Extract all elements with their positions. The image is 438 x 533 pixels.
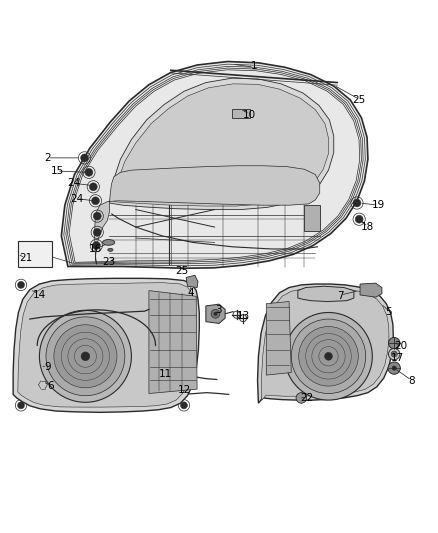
Text: 16: 16 bbox=[89, 244, 102, 254]
Circle shape bbox=[296, 393, 307, 403]
Circle shape bbox=[92, 241, 100, 249]
Circle shape bbox=[388, 362, 400, 374]
Text: 20: 20 bbox=[395, 341, 408, 351]
Text: 18: 18 bbox=[361, 222, 374, 232]
Text: 1: 1 bbox=[251, 61, 258, 71]
Circle shape bbox=[85, 168, 93, 176]
Text: 23: 23 bbox=[102, 257, 115, 267]
Text: 25: 25 bbox=[353, 95, 366, 105]
Polygon shape bbox=[261, 288, 389, 400]
Circle shape bbox=[392, 366, 396, 370]
Text: 25: 25 bbox=[175, 266, 188, 276]
Ellipse shape bbox=[108, 248, 113, 252]
Text: 13: 13 bbox=[237, 311, 250, 320]
Text: 21: 21 bbox=[19, 253, 32, 263]
Text: 19: 19 bbox=[372, 200, 385, 210]
Polygon shape bbox=[110, 78, 334, 209]
Circle shape bbox=[291, 319, 366, 393]
Text: 6: 6 bbox=[47, 381, 54, 391]
Text: 7: 7 bbox=[337, 291, 344, 301]
Text: 4: 4 bbox=[187, 288, 194, 298]
Circle shape bbox=[81, 352, 90, 361]
Circle shape bbox=[18, 281, 25, 288]
Circle shape bbox=[18, 402, 25, 409]
Circle shape bbox=[211, 310, 220, 318]
Circle shape bbox=[355, 215, 363, 223]
Circle shape bbox=[92, 197, 99, 205]
Circle shape bbox=[81, 154, 88, 162]
Text: 14: 14 bbox=[33, 290, 46, 300]
Text: 8: 8 bbox=[408, 376, 415, 386]
Circle shape bbox=[353, 199, 361, 207]
Circle shape bbox=[389, 337, 400, 349]
Text: 10: 10 bbox=[243, 110, 256, 120]
Circle shape bbox=[89, 183, 97, 191]
Circle shape bbox=[391, 351, 397, 357]
Text: 24: 24 bbox=[70, 193, 83, 204]
Polygon shape bbox=[18, 282, 194, 407]
Circle shape bbox=[39, 361, 46, 368]
Text: 11: 11 bbox=[159, 369, 172, 379]
Circle shape bbox=[285, 312, 372, 400]
Polygon shape bbox=[149, 290, 197, 393]
Polygon shape bbox=[258, 284, 393, 403]
Circle shape bbox=[39, 377, 46, 384]
Text: 24: 24 bbox=[67, 178, 80, 188]
Polygon shape bbox=[298, 286, 354, 302]
Circle shape bbox=[180, 402, 187, 409]
Polygon shape bbox=[114, 84, 328, 206]
Circle shape bbox=[214, 312, 217, 316]
Circle shape bbox=[299, 327, 358, 386]
Circle shape bbox=[46, 317, 125, 395]
Circle shape bbox=[39, 310, 131, 402]
Text: 12: 12 bbox=[177, 385, 191, 395]
Polygon shape bbox=[94, 166, 320, 264]
Polygon shape bbox=[266, 302, 291, 375]
Text: 15: 15 bbox=[50, 166, 64, 176]
Polygon shape bbox=[304, 205, 320, 231]
Circle shape bbox=[41, 362, 45, 366]
FancyBboxPatch shape bbox=[18, 241, 52, 266]
Text: 3: 3 bbox=[215, 305, 222, 316]
Text: 17: 17 bbox=[391, 353, 404, 362]
Polygon shape bbox=[206, 304, 225, 324]
Polygon shape bbox=[186, 275, 198, 287]
Text: 5: 5 bbox=[385, 308, 392, 318]
Circle shape bbox=[325, 352, 332, 360]
Text: 9: 9 bbox=[44, 362, 51, 372]
Circle shape bbox=[93, 212, 101, 220]
Circle shape bbox=[54, 325, 117, 388]
Polygon shape bbox=[13, 278, 199, 413]
Text: 22: 22 bbox=[300, 393, 313, 403]
Polygon shape bbox=[360, 283, 382, 297]
Text: 2: 2 bbox=[44, 153, 51, 163]
Polygon shape bbox=[232, 109, 250, 118]
Polygon shape bbox=[61, 61, 368, 268]
Circle shape bbox=[93, 229, 101, 236]
Ellipse shape bbox=[102, 239, 115, 245]
Circle shape bbox=[389, 349, 400, 360]
